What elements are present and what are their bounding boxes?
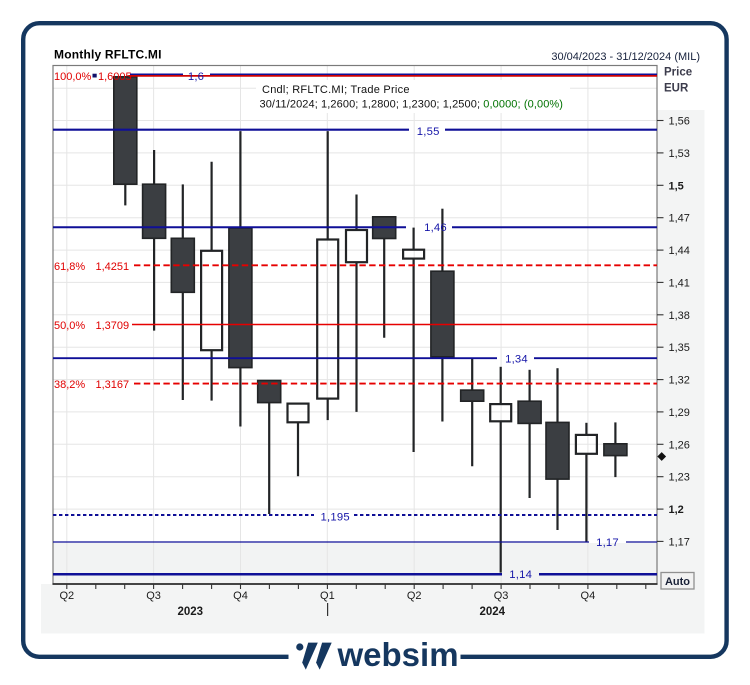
svg-text:1,4251: 1,4251 <box>96 261 130 273</box>
svg-text:1,32: 1,32 <box>669 375 690 387</box>
svg-text:61,8%: 61,8% <box>54 261 85 273</box>
svg-text:Price: Price <box>664 67 692 79</box>
svg-text:2023: 2023 <box>178 606 204 618</box>
svg-text:Q1: Q1 <box>320 590 335 602</box>
svg-text:1,55: 1,55 <box>417 126 440 138</box>
svg-text:1,17: 1,17 <box>669 536 690 548</box>
svg-text:1,53: 1,53 <box>669 148 690 160</box>
svg-text:websim: websim <box>337 636 459 673</box>
svg-text:Cndl; RFLTC.MI; Trade Price: Cndl; RFLTC.MI; Trade Price <box>262 84 410 96</box>
svg-text:30/04/2023 - 31/12/2024 (MIL): 30/04/2023 - 31/12/2024 (MIL) <box>551 51 700 63</box>
svg-text:Q2: Q2 <box>407 590 422 602</box>
svg-text:Q3: Q3 <box>494 590 509 602</box>
svg-text:Q3: Q3 <box>146 590 161 602</box>
svg-text:Q2: Q2 <box>59 590 74 602</box>
svg-text:Q4: Q4 <box>233 590 248 602</box>
svg-text:1,38: 1,38 <box>669 310 690 322</box>
svg-text:Q4: Q4 <box>581 590 596 602</box>
svg-text:38,2%: 38,2% <box>54 379 85 391</box>
svg-text:1,34: 1,34 <box>505 353 528 365</box>
svg-text:1,23: 1,23 <box>669 472 690 484</box>
svg-text:1,26: 1,26 <box>669 439 690 451</box>
svg-text:30/11/2024; 1,2600; 1,2800; 1,: 30/11/2024; 1,2600; 1,2800; 1,2300; 1,25… <box>260 99 564 111</box>
svg-text:1,46: 1,46 <box>424 222 447 234</box>
svg-text:Monthly RFLTC.MI: Monthly RFLTC.MI <box>54 48 162 62</box>
svg-text:1,3167: 1,3167 <box>96 379 130 391</box>
svg-text:1,3709: 1,3709 <box>96 320 130 332</box>
svg-text:1,41: 1,41 <box>669 277 690 289</box>
svg-text:50,0%: 50,0% <box>54 320 85 332</box>
svg-text:1,17: 1,17 <box>596 537 619 549</box>
svg-text:1,6005: 1,6005 <box>98 71 132 83</box>
svg-text:1,44: 1,44 <box>669 245 690 257</box>
svg-text:1,29: 1,29 <box>669 407 690 419</box>
svg-text:2024: 2024 <box>480 606 506 618</box>
svg-text:Auto: Auto <box>665 576 690 588</box>
svg-text:1,56: 1,56 <box>669 116 690 128</box>
svg-text:1,195: 1,195 <box>321 511 350 523</box>
svg-text:1,14: 1,14 <box>509 569 532 581</box>
svg-text:1,47: 1,47 <box>669 213 690 225</box>
svg-text:1,35: 1,35 <box>669 342 690 354</box>
svg-text:100,0%: 100,0% <box>54 71 92 83</box>
svg-text:1,5: 1,5 <box>669 180 684 192</box>
svg-text:EUR: EUR <box>664 83 689 95</box>
svg-text:1,6: 1,6 <box>188 71 204 83</box>
svg-text:1,2: 1,2 <box>669 504 684 516</box>
